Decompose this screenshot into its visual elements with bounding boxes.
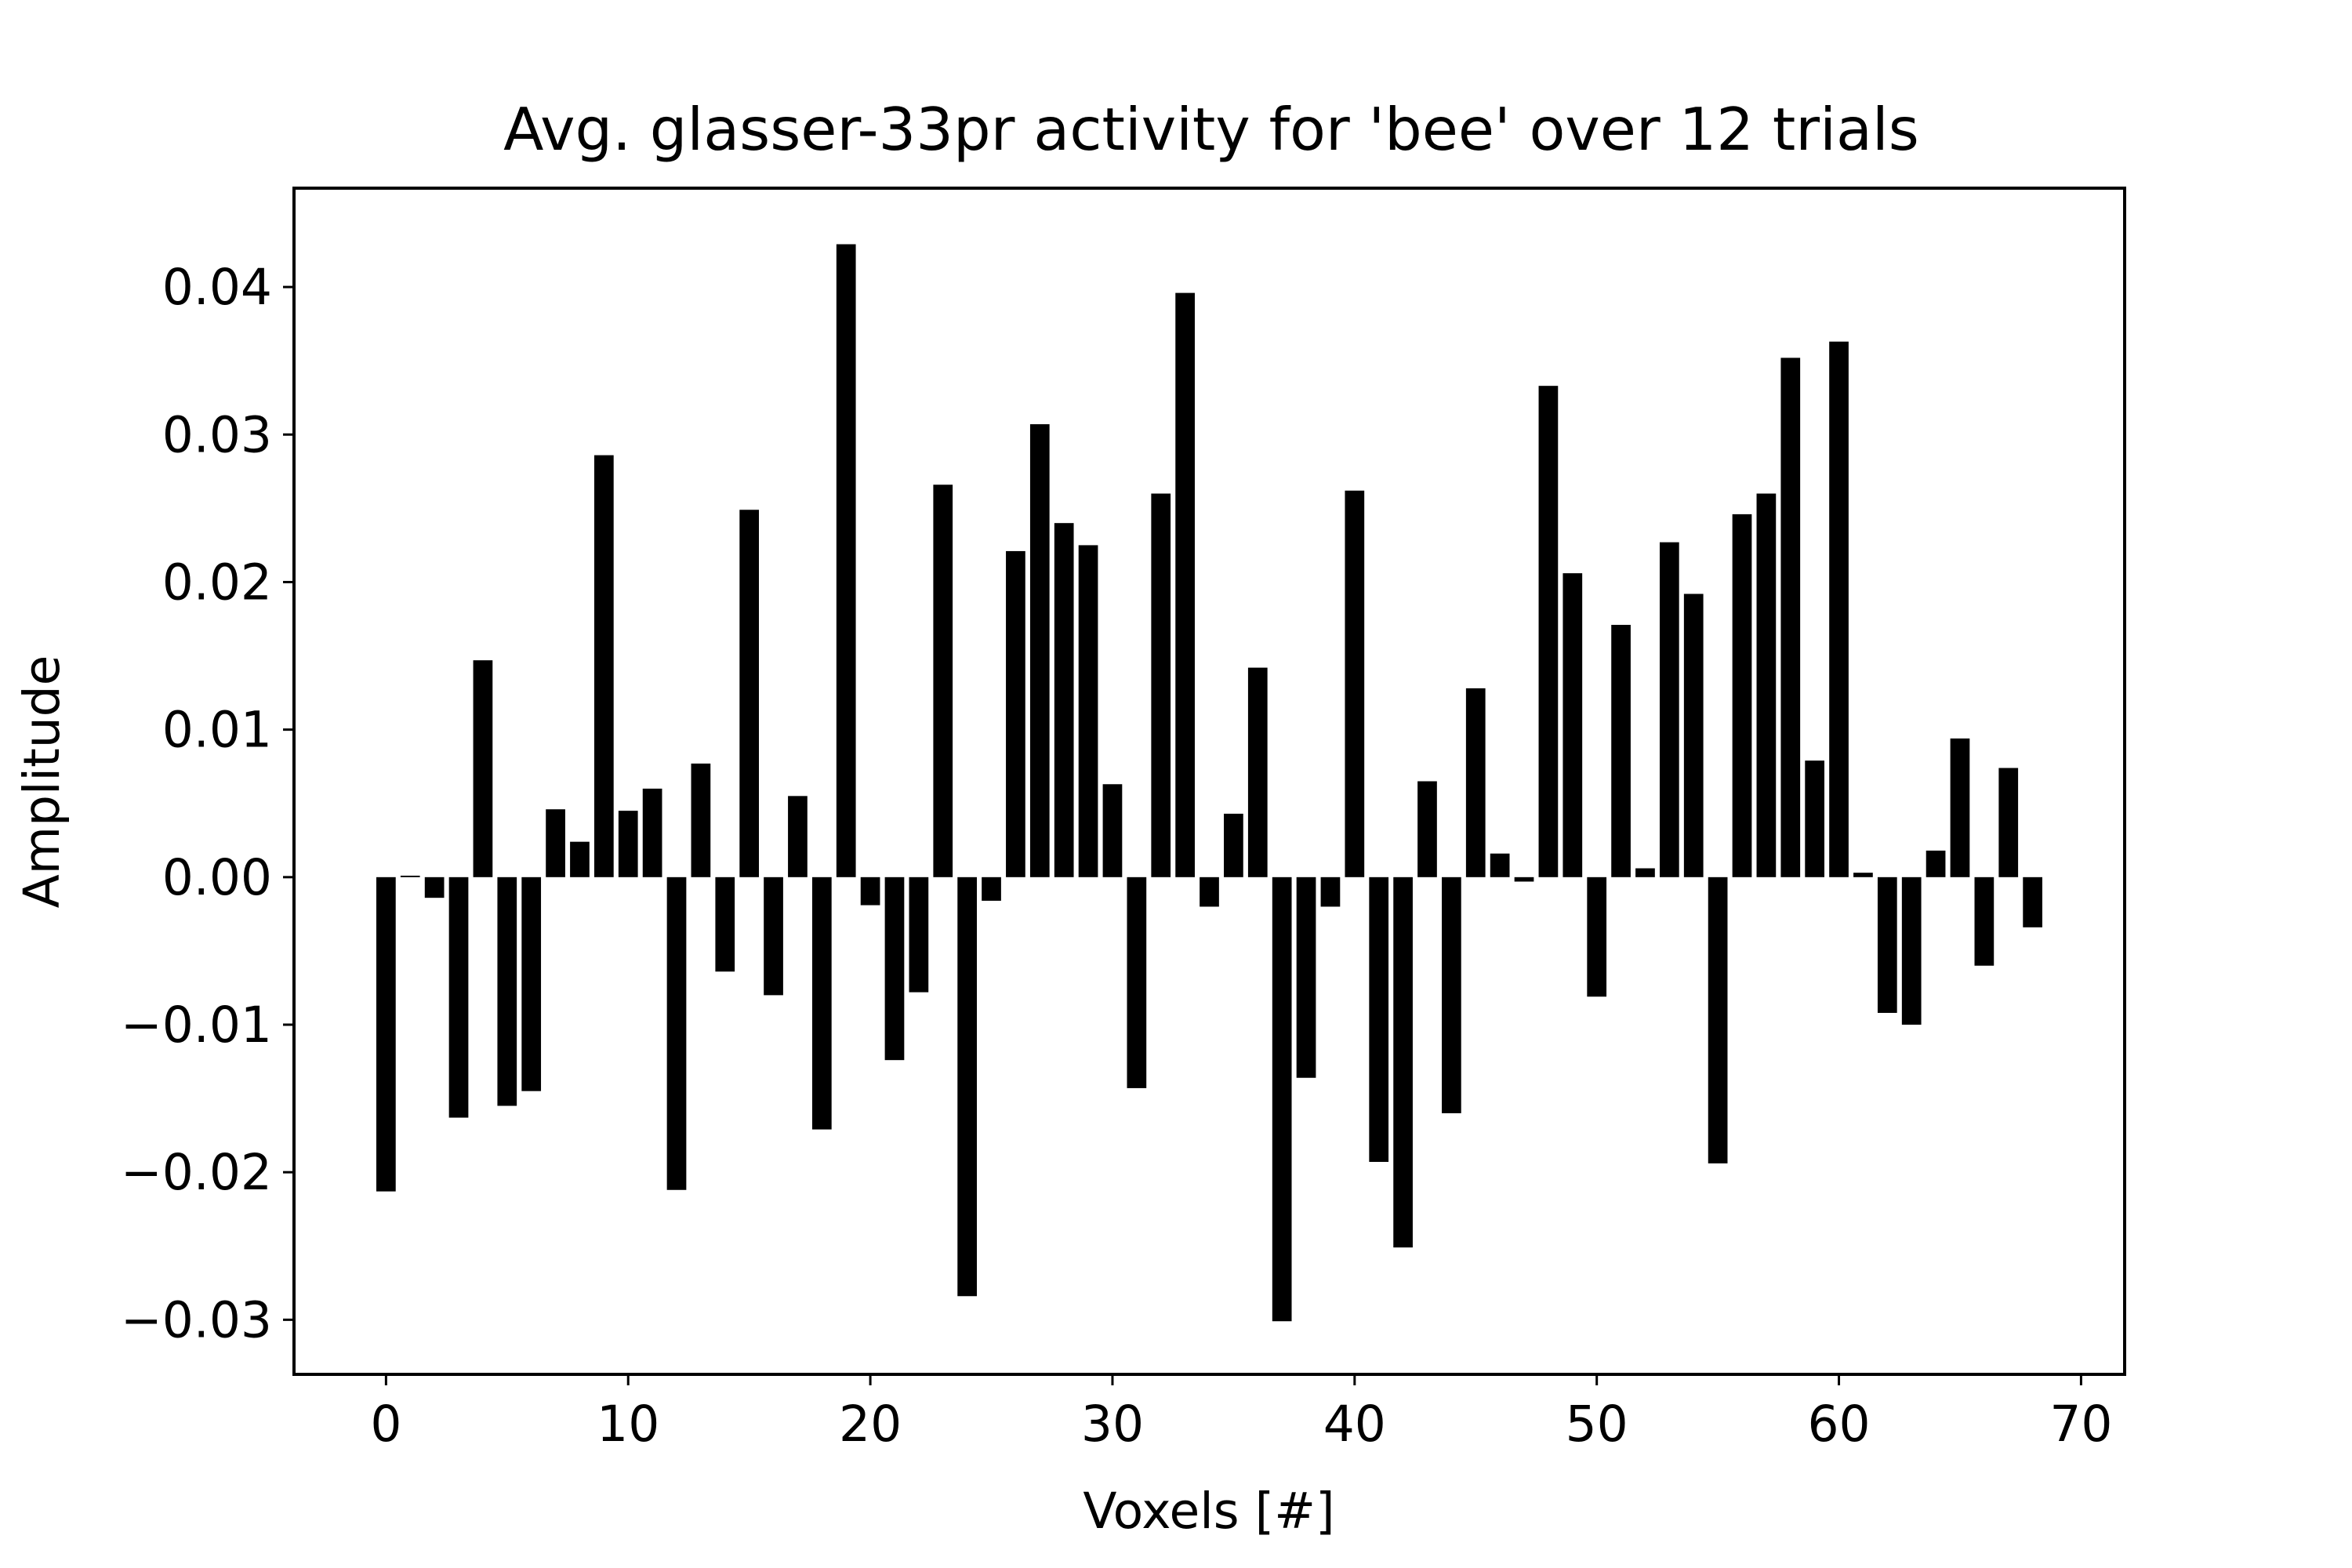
bar-voxel-56 — [1732, 514, 1752, 877]
bar-voxel-5 — [497, 877, 517, 1106]
bar-voxel-23 — [933, 485, 953, 877]
chart-title: Avg. glasser-33pr activity for 'bee' ove… — [503, 95, 1919, 164]
y-tick-label: 0.01 — [162, 702, 272, 759]
bar-voxel-27 — [1029, 424, 1050, 877]
bar-voxel-0 — [376, 877, 396, 1192]
bar-voxel-60 — [1829, 341, 1849, 877]
bar-voxel-41 — [1369, 877, 1389, 1163]
x-tick-label: 40 — [1323, 1396, 1386, 1453]
y-tick-label: −0.02 — [121, 1144, 272, 1201]
bar-voxel-40 — [1345, 490, 1365, 877]
bar-voxel-30 — [1102, 784, 1123, 877]
bar-voxel-59 — [1805, 760, 1825, 877]
plot-frame — [292, 187, 2126, 1376]
bar-voxel-68 — [2023, 877, 2042, 927]
bar-voxel-45 — [1465, 688, 1486, 877]
y-tick-label: 0.04 — [162, 259, 272, 316]
bar-voxel-46 — [1490, 853, 1510, 877]
x-tick-label: 60 — [1807, 1396, 1870, 1453]
bar-voxel-18 — [811, 877, 832, 1130]
bar-voxel-67 — [1998, 768, 2019, 877]
bar-voxel-63 — [1901, 877, 1922, 1025]
bar-voxel-36 — [1247, 667, 1268, 877]
bar-voxel-7 — [546, 809, 565, 877]
bar-voxel-35 — [1224, 813, 1243, 877]
bar-voxel-29 — [1078, 545, 1098, 877]
bar-voxel-66 — [1974, 877, 1994, 966]
bar-voxel-53 — [1659, 542, 1679, 877]
bar-voxel-9 — [593, 455, 614, 877]
bar-voxel-24 — [957, 877, 977, 1297]
bar-voxel-15 — [739, 510, 760, 877]
x-axis-ticks: 0 10 20 30 40 50 60 70 — [370, 1374, 2112, 1453]
bar-voxel-10 — [618, 811, 638, 877]
bar-voxel-43 — [1417, 781, 1437, 877]
bar-voxel-21 — [884, 877, 905, 1061]
bar-voxel-16 — [764, 877, 783, 996]
bar-voxel-26 — [1006, 550, 1025, 877]
bar-voxel-19 — [836, 244, 856, 877]
x-tick-label: 50 — [1566, 1396, 1628, 1453]
bar-voxel-49 — [1563, 573, 1583, 877]
y-tick-label: 0.03 — [162, 406, 272, 463]
bar-voxel-48 — [1538, 386, 1559, 877]
x-tick-label: 20 — [839, 1396, 902, 1453]
bar-voxel-34 — [1200, 877, 1219, 907]
x-tick-label: 30 — [1081, 1396, 1144, 1453]
x-tick-label: 10 — [597, 1396, 659, 1453]
bar-voxel-2 — [424, 877, 445, 898]
bar-voxel-37 — [1272, 877, 1292, 1322]
y-axis-ticks: −0.03 −0.02 −0.01 0.00 0.01 0.02 0.03 0.04 — [121, 259, 294, 1348]
bar-voxel-14 — [715, 877, 735, 972]
bar-voxel-25 — [982, 877, 1001, 901]
bar-voxel-20 — [860, 877, 880, 906]
bar-voxel-55 — [1708, 877, 1728, 1163]
bar-voxel-57 — [1756, 493, 1777, 877]
bar-voxel-64 — [1926, 850, 1946, 877]
bar-voxel-13 — [691, 763, 711, 877]
bar-voxel-17 — [788, 796, 808, 877]
x-axis-label: Voxels [#] — [1083, 1483, 1334, 1540]
y-tick-label: 0.02 — [162, 554, 272, 611]
x-tick-label: 70 — [2049, 1396, 2112, 1453]
bar-voxel-50 — [1587, 877, 1607, 997]
bar-voxel-6 — [521, 877, 542, 1091]
y-tick-label: −0.01 — [121, 996, 272, 1054]
bar-voxel-38 — [1296, 877, 1316, 1078]
bar-voxel-3 — [448, 877, 469, 1118]
bar-voxel-32 — [1151, 493, 1171, 877]
bar-voxel-47 — [1514, 877, 1534, 882]
bar-voxel-54 — [1683, 593, 1704, 877]
bar-voxel-28 — [1054, 523, 1074, 877]
bar-voxel-62 — [1877, 877, 1897, 1013]
x-tick-label: 0 — [370, 1396, 401, 1453]
y-axis-label: Amplitude — [13, 655, 71, 909]
bar-voxel-31 — [1127, 877, 1147, 1088]
bar-voxel-42 — [1393, 877, 1413, 1248]
y-tick-label: −0.03 — [121, 1291, 272, 1348]
bar-voxel-61 — [1853, 873, 1873, 877]
bar-voxel-1 — [400, 875, 420, 877]
bars-group — [376, 244, 2042, 1322]
bar-voxel-12 — [666, 877, 687, 1190]
bar-voxel-39 — [1320, 877, 1341, 907]
bar-voxel-8 — [570, 841, 590, 877]
bar-voxel-11 — [642, 788, 662, 877]
y-tick-label: 0.00 — [162, 849, 272, 906]
bar-voxel-58 — [1780, 358, 1801, 877]
bar-voxel-22 — [909, 877, 929, 993]
bar-voxel-65 — [1950, 738, 1970, 877]
bar-voxel-44 — [1442, 877, 1461, 1113]
bar-voxel-4 — [473, 660, 493, 877]
bar-voxel-52 — [1635, 868, 1655, 877]
bar-voxel-51 — [1611, 625, 1631, 877]
bar-voxel-33 — [1175, 292, 1195, 877]
